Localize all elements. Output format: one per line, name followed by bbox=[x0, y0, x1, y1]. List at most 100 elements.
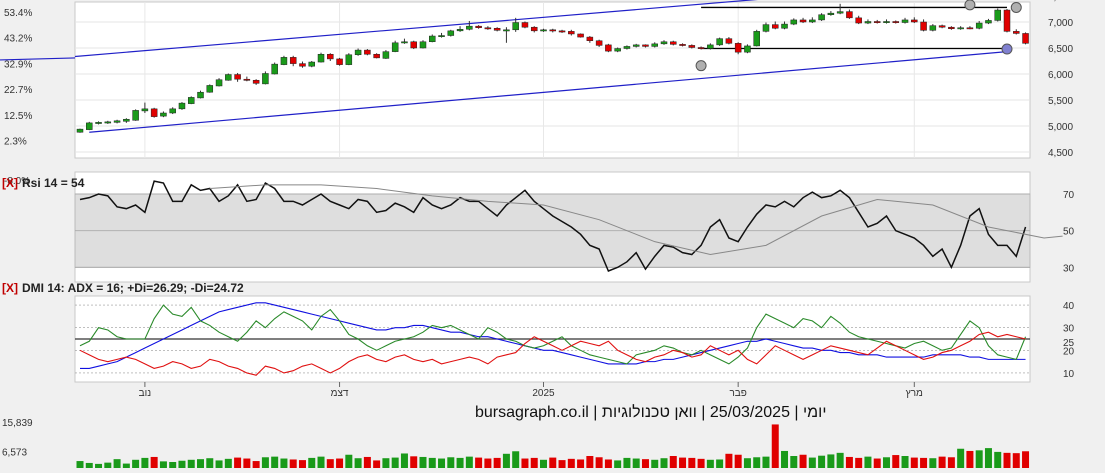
volume-bar bbox=[484, 458, 492, 468]
price-anchor-marker bbox=[1001, 43, 1013, 55]
candle-body bbox=[86, 122, 93, 130]
volume-bar bbox=[345, 454, 353, 468]
dmi-close-button[interactable]: [X] bbox=[2, 281, 18, 295]
volume-bar bbox=[187, 459, 195, 468]
candle-body bbox=[753, 31, 760, 47]
candle-body bbox=[317, 53, 325, 63]
candle-body bbox=[76, 128, 84, 133]
price-left-tick-label: 32.9% bbox=[4, 59, 32, 70]
candle-body bbox=[252, 79, 260, 84]
x-tick-label: נוב bbox=[139, 388, 152, 399]
candle-body bbox=[345, 54, 353, 65]
price-anchor-marker bbox=[1010, 1, 1022, 13]
volume-bar bbox=[456, 457, 464, 468]
volume-bar bbox=[984, 448, 992, 468]
candle-body bbox=[493, 27, 501, 31]
volume-bar bbox=[85, 462, 93, 468]
volume-bar bbox=[410, 456, 418, 468]
candle-body bbox=[864, 21, 872, 24]
candle-body bbox=[327, 53, 334, 60]
channel-upper-line bbox=[75, 0, 758, 58]
volume-bar bbox=[901, 456, 909, 468]
watermark-text: יומי | 25/03/2025 | וואן טכנולוגיות | bu… bbox=[475, 403, 826, 421]
channel-upper-extension bbox=[0, 57, 76, 61]
candle-body bbox=[299, 63, 306, 67]
volume-bar bbox=[317, 456, 325, 468]
volume-bar bbox=[373, 460, 381, 468]
volume-bar bbox=[771, 424, 779, 468]
volume-bar bbox=[938, 456, 946, 468]
candle-body bbox=[503, 29, 510, 32]
candle-body bbox=[799, 19, 807, 23]
candle-body bbox=[456, 29, 464, 32]
candle-body bbox=[642, 44, 649, 47]
volume-bar bbox=[975, 450, 983, 468]
volume-bar bbox=[762, 456, 770, 468]
x-axis: נוב דצמ 2025 פבר מרץ bbox=[139, 382, 923, 399]
candle-body bbox=[901, 19, 909, 23]
candle-body bbox=[95, 122, 102, 124]
volume-bar bbox=[920, 457, 928, 468]
volume-bar bbox=[641, 459, 649, 468]
candle-body bbox=[679, 44, 686, 46]
volume-bar bbox=[706, 459, 714, 468]
volume-bar bbox=[122, 463, 130, 468]
candle-body bbox=[132, 110, 139, 121]
minus-di-line bbox=[79, 331, 1026, 376]
candle-body bbox=[762, 24, 770, 32]
candle-body bbox=[206, 85, 214, 93]
candle-body bbox=[670, 41, 677, 45]
rsi-close-button[interactable]: [X] bbox=[2, 176, 18, 190]
volume-bar bbox=[243, 458, 251, 468]
candle-body bbox=[391, 42, 399, 52]
candle-body bbox=[781, 23, 788, 29]
volume-bar bbox=[104, 462, 112, 468]
volume-bar bbox=[178, 460, 186, 468]
volume-bar bbox=[864, 456, 872, 468]
volume-bar bbox=[623, 457, 631, 468]
volume-bar bbox=[549, 457, 557, 468]
candle-body bbox=[957, 27, 964, 30]
price-left-tick-label: 53.4% bbox=[4, 8, 32, 19]
volume-bar bbox=[929, 458, 937, 468]
volume-bar bbox=[567, 458, 575, 468]
volume-bar bbox=[873, 458, 881, 468]
volume-bar bbox=[577, 459, 585, 468]
price-left-tick-label: 22.7% bbox=[4, 85, 32, 96]
volume-bar bbox=[363, 456, 371, 468]
volume-panel: 15,839 6,573 bbox=[2, 418, 1030, 468]
volume-bar bbox=[697, 458, 705, 468]
price-right-tick-label: 6,000 bbox=[1048, 70, 1073, 81]
volume-bar bbox=[382, 458, 390, 468]
candle-body bbox=[484, 27, 492, 30]
volume-bar bbox=[540, 459, 547, 468]
price-panel: 7,500 7,000 6,500 6,000 5,500 5,000 4,500 53.4%… bbox=[0, 0, 1073, 187]
volume-bar bbox=[197, 459, 205, 468]
volume-bar bbox=[252, 461, 260, 468]
volume-bar bbox=[586, 456, 594, 468]
volume-tick-label: 6,573 bbox=[2, 447, 27, 458]
volume-bar bbox=[271, 456, 279, 468]
candle-body bbox=[141, 108, 149, 112]
volume-bar bbox=[910, 457, 918, 468]
rsi-tick-label: 30 bbox=[1063, 263, 1075, 274]
candle-body bbox=[530, 26, 538, 32]
candle-body bbox=[707, 44, 714, 49]
price-right-tick-label: 4,500 bbox=[1048, 148, 1073, 159]
candle-body bbox=[660, 41, 668, 45]
price-marks bbox=[75, 0, 1029, 133]
candle-body bbox=[113, 120, 121, 123]
volume-bar bbox=[836, 452, 844, 468]
price-right-tick-label: 5,500 bbox=[1048, 96, 1073, 107]
dmi-tick-label: 30 bbox=[1063, 324, 1075, 335]
volume-bar bbox=[734, 454, 742, 468]
candle-body bbox=[429, 35, 436, 43]
candle-body bbox=[651, 43, 658, 47]
x-tick-label: 2025 bbox=[532, 388, 555, 399]
volume-bar bbox=[808, 457, 816, 468]
candle-body bbox=[308, 61, 315, 67]
candle-body bbox=[827, 12, 835, 15]
candle-body bbox=[466, 25, 473, 30]
candle-body bbox=[809, 19, 816, 23]
